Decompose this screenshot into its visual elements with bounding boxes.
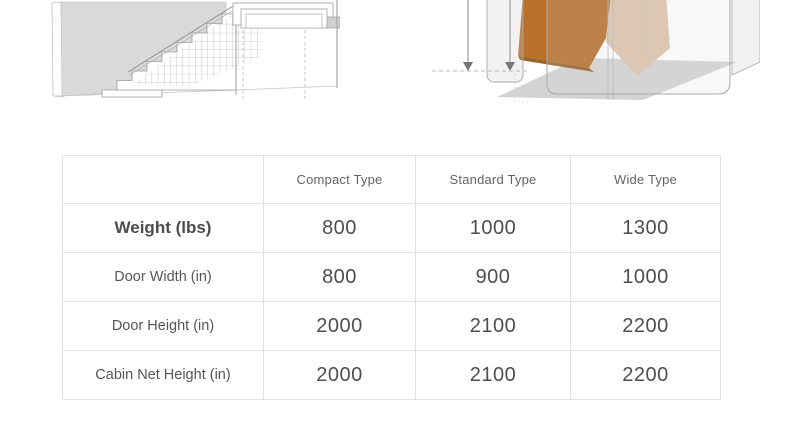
table-row-door-width: Door Width (in) 800 900 1000 xyxy=(62,252,721,302)
spec-table: Compact Type Standard Type Wide Type Wei… xyxy=(62,155,721,400)
row-label-door-width: Door Width (in) xyxy=(62,252,264,302)
header-wide-type: Wide Type xyxy=(570,155,721,204)
cabin-net-height-standard-value: 2100 xyxy=(415,350,571,400)
door-panel-edge-shadow xyxy=(518,56,594,72)
door-panel-orange xyxy=(518,0,611,68)
floor-slab xyxy=(326,16,340,29)
door-width-compact-value: 800 xyxy=(263,252,416,302)
header-blank xyxy=(62,155,264,204)
door-panel-back xyxy=(606,0,670,76)
railing-rail-inner xyxy=(129,5,241,76)
spec-table-section: Compact Type Standard Type Wide Type Wei… xyxy=(62,155,721,400)
glass-wall-right xyxy=(731,0,760,76)
header-standard-type: Standard Type xyxy=(415,155,571,204)
cabin-net-height-compact-value: 2000 xyxy=(263,350,416,400)
table-row-door-height: Door Height (in) 2000 2100 2200 xyxy=(62,301,721,351)
dimension-arrow-2 xyxy=(505,62,515,71)
row-label-weight: Weight (lbs) xyxy=(62,203,264,253)
door-height-wide-value: 2200 xyxy=(570,301,721,351)
glass-panel-left xyxy=(486,0,524,83)
door-height-compact-value: 2000 xyxy=(263,301,416,351)
shaft-floor xyxy=(497,58,737,100)
railing-rail xyxy=(127,2,239,73)
table-header-row: Compact Type Standard Type Wide Type xyxy=(62,155,721,204)
glass-box-front xyxy=(546,0,731,95)
cabin-net-height-wide-value: 2200 xyxy=(570,350,721,400)
stair-base-step xyxy=(101,89,163,98)
door-width-standard-value: 900 xyxy=(415,252,571,302)
landing-outline-inner xyxy=(245,13,323,29)
floor-line xyxy=(54,85,338,97)
table-row-weight: Weight (lbs) 800 1000 1300 xyxy=(62,203,721,253)
wall-edge xyxy=(51,1,64,98)
header-compact-type: Compact Type xyxy=(263,155,416,204)
door-width-wide-value: 1000 xyxy=(570,252,721,302)
row-label-cabin-net-height: Cabin Net Height (in) xyxy=(62,350,264,400)
weight-compact-value: 800 xyxy=(263,203,416,253)
weight-wide-value: 1300 xyxy=(570,203,721,253)
table-row-cabin-net-height: Cabin Net Height (in) 2000 2100 2200 xyxy=(62,350,721,400)
staircase-diagram-image xyxy=(51,0,340,100)
row-label-door-height: Door Height (in) xyxy=(62,301,264,351)
door-height-standard-value: 2100 xyxy=(415,301,571,351)
weight-standard-value: 1000 xyxy=(415,203,571,253)
elevator-shaft-diagram-image xyxy=(432,0,760,104)
dimension-arrow-1 xyxy=(463,62,473,71)
